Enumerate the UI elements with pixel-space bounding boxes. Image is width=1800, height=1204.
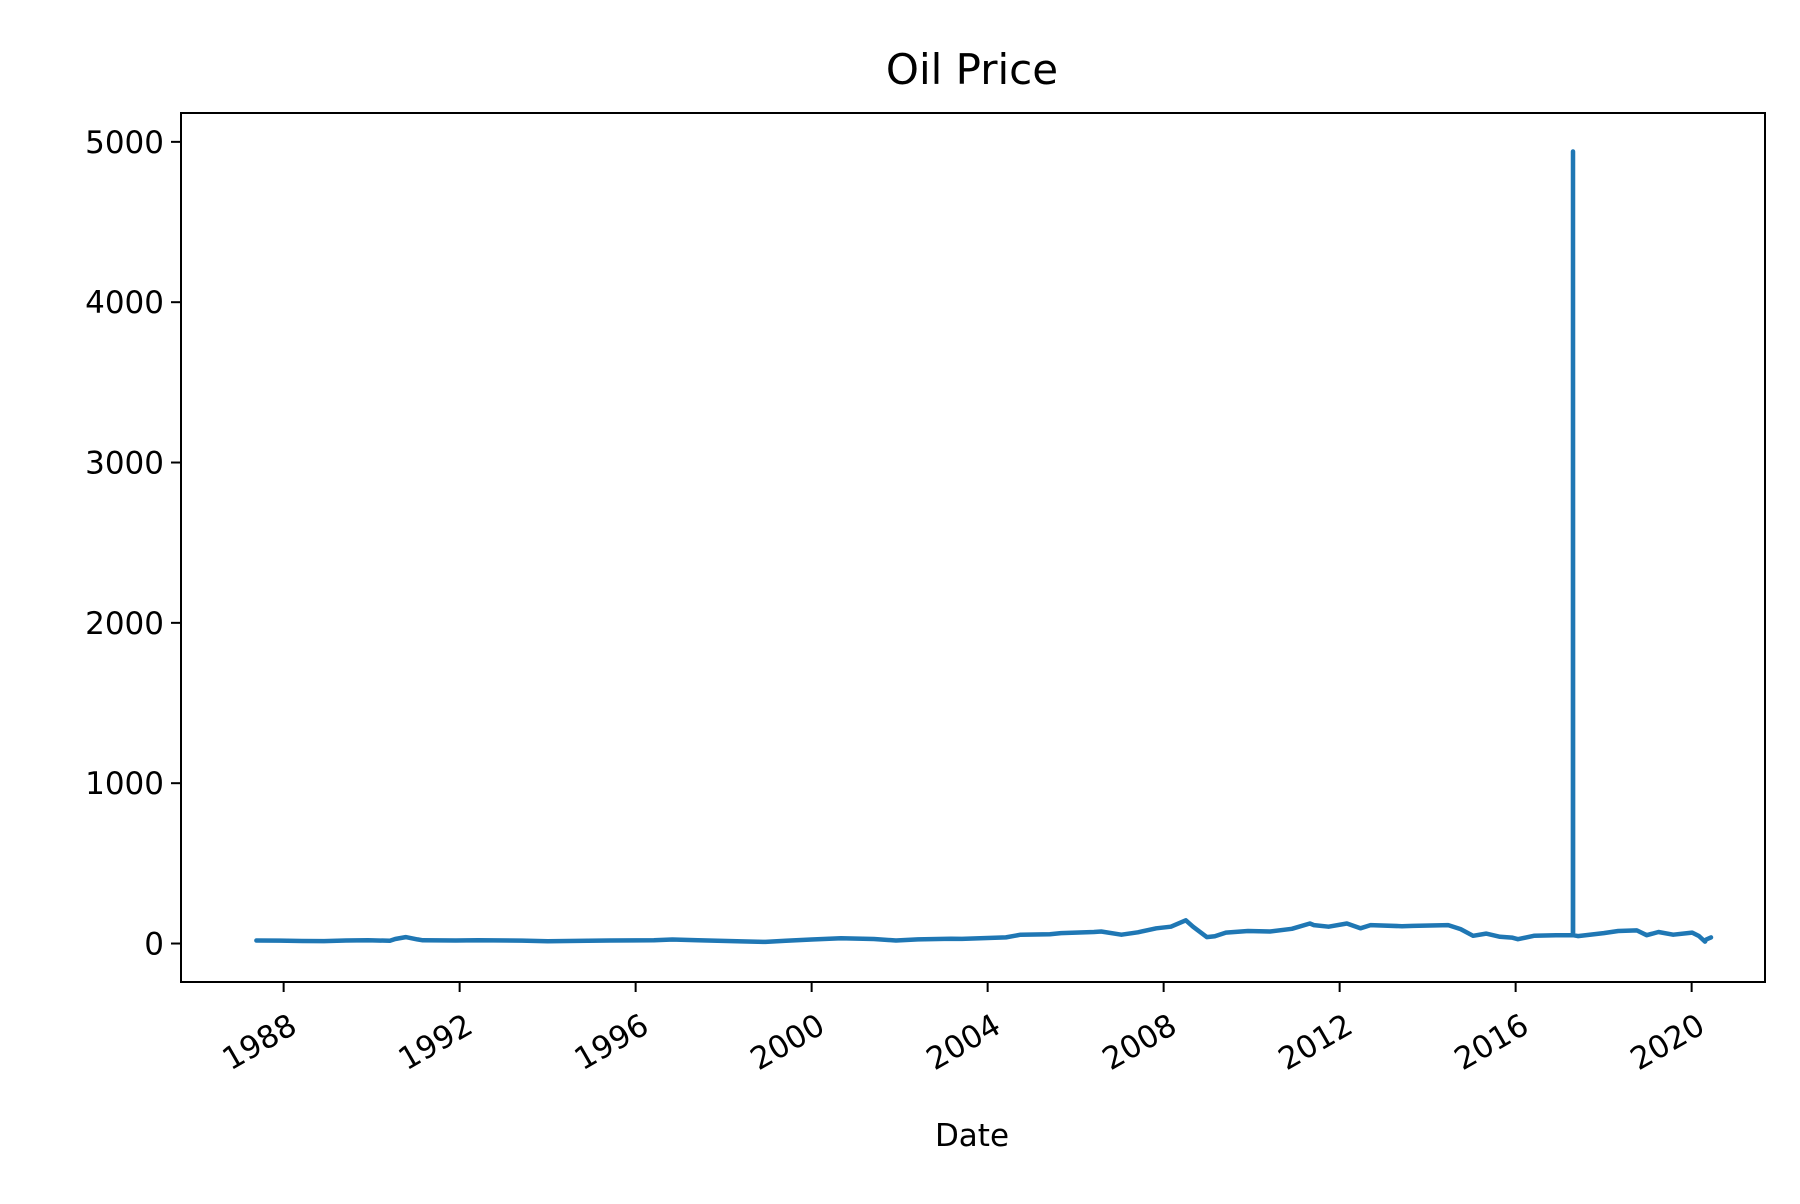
y-tick-label: 4000 [85, 285, 164, 321]
oil-price-line [254, 149, 1714, 945]
y-tick-label: 3000 [85, 446, 164, 482]
y-axis: 0 1000 2000 3000 4000 5000 [85, 125, 181, 963]
y-tick-label: 5000 [85, 125, 164, 161]
y-tick-label: 0 [144, 927, 164, 963]
x-axis-label: Date [935, 1118, 1009, 1154]
y-tick-label: 2000 [85, 606, 164, 642]
y-tick-label: 1000 [85, 766, 164, 802]
chart-title: Oil Price [886, 45, 1058, 94]
plot-frame [180, 112, 1766, 983]
